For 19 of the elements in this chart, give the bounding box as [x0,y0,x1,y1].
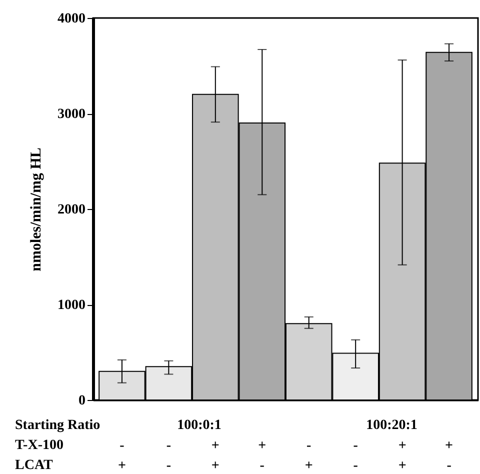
x-tick-label: - + [304,438,313,474]
y-tick-label: 1000 [58,298,86,313]
y-tick-label: 0 [78,394,86,408]
text: 100:20:1 [366,418,418,433]
x-tick-label: + + [211,438,220,474]
x-tick-label: + + [398,438,406,474]
x-tick-label: + - [258,438,266,474]
x-tick-label: - - [353,438,358,474]
text: LCAT [15,458,54,473]
text: Starting Ratio [15,418,100,433]
x-tick-label: - + [118,438,126,474]
x-tick-label: - - [166,438,172,474]
x-tick-label: + - [445,438,454,474]
y-tick-label: 4000 [58,12,86,26]
text: 100:0:1 [177,418,222,433]
y-tick-label: 2000 [58,202,86,218]
text: T-X-100 [15,438,64,453]
y-axis-title: nmoles/min/mg HL [28,148,44,272]
y-tick-label: 3000 [58,107,86,122]
